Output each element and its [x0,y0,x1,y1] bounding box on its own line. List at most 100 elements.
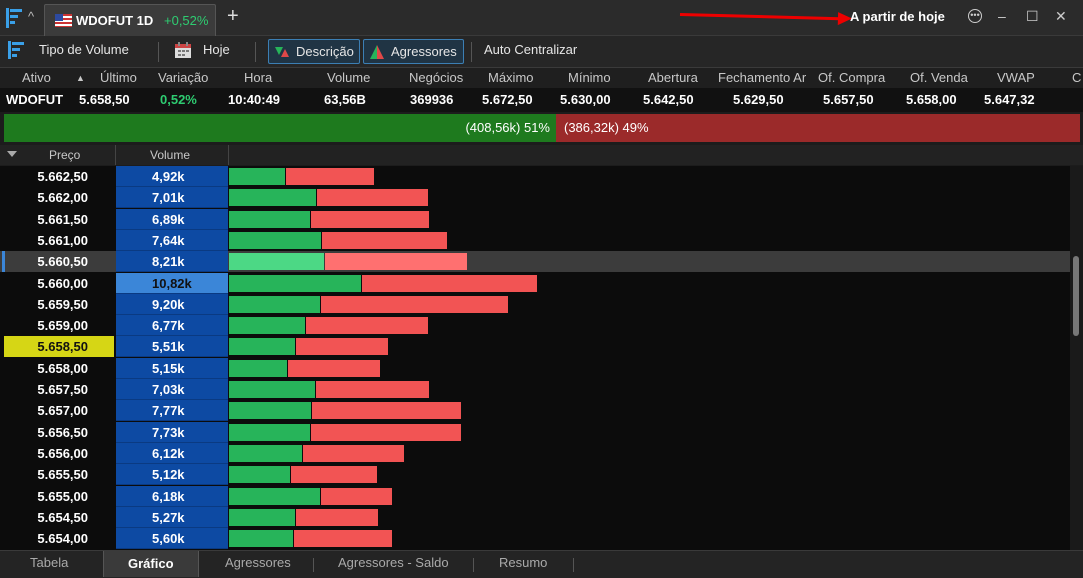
add-tab-icon[interactable]: + [227,5,239,27]
volume-cell: 5,51k [116,336,228,358]
price-row[interactable]: 5.660,00 10,82k [0,272,1070,294]
quote-volume: 63,56B [324,92,366,107]
sell-volume-bar [296,508,378,526]
aggressor-buy-label: (408,56k) 51% [465,120,550,135]
range-label[interactable]: A partir de hoje [850,9,945,24]
price-row[interactable]: 5.654,50 5,27k [0,506,1070,528]
aggressors-icon [370,45,384,59]
close-icon[interactable]: ✕ [1055,8,1067,24]
sell-volume-bar [317,189,428,207]
aggressor-summary-bar: (408,56k) 51% (386,32k) 49% [4,114,1080,142]
quote-row[interactable]: WDOFUT 5.658,50 0,52% 10:40:49 63,56B 36… [0,88,1083,112]
price-row[interactable]: 5.655,50 5,12k [0,464,1070,486]
price-row[interactable]: 5.658,00 5,15k [0,357,1070,379]
header-volume[interactable]: Volume [327,70,371,85]
col-divider[interactable] [115,145,116,165]
maximize-icon[interactable]: ☐ [1026,8,1039,24]
volume-type-button[interactable]: Tipo de Volume [39,42,129,57]
price-cell: 5.656,50 [37,424,88,440]
sort-asc-icon[interactable]: ▲ [76,73,85,83]
volume-cell: 5,60k [116,528,228,550]
description-icon [275,47,289,57]
buy-volume-bar [229,338,295,356]
more-options-icon[interactable]: ••• [968,9,982,23]
header-more[interactable]: C [1072,70,1082,85]
price-row[interactable]: 5.654,00 5,60k [0,528,1070,550]
price-row[interactable]: 5.661,50 6,89k [0,208,1070,230]
header-ativo[interactable]: Ativo [22,70,51,85]
buy-volume-bar [229,274,361,292]
header-ultimo[interactable]: Último [100,70,137,85]
auto-center-button[interactable]: Auto Centralizar [484,42,578,57]
volume-cell: 6,89k [116,208,228,230]
tab-agressores[interactable]: Agressores [225,555,291,570]
volume-cell: 6,12k [116,442,228,464]
tab-divider [313,558,314,572]
buy-volume-bar [229,402,311,420]
price-row[interactable]: 5.659,00 6,77k [0,315,1070,337]
header-fechamento[interactable]: Fechamento Ar [718,70,807,85]
price-row[interactable]: 5.662,00 7,01k [0,187,1070,209]
price-row[interactable]: 5.661,00 7,64k [0,229,1070,251]
header-maximo[interactable]: Máximo [488,70,534,85]
col-header-price[interactable]: Preço [49,148,81,162]
price-cell: 5.655,00 [37,488,88,504]
header-of-compra[interactable]: Of. Compra [818,70,886,85]
tab-wdofut[interactable]: WDOFUT 1D +0,52% [44,4,216,36]
volume-cell: 10,82k [116,272,228,294]
col-header-volume[interactable]: Volume [150,148,191,162]
calendar-icon [175,42,191,58]
price-row[interactable]: 5.657,50 7,03k [0,379,1070,400]
price-row[interactable]: 5.659,50 9,20k [0,293,1070,315]
buy-volume-bar [229,231,321,249]
price-cell: 5.660,00 [37,275,88,291]
price-row[interactable]: 5.656,50 7,73k [0,421,1070,443]
header-hora[interactable]: Hora [244,70,273,85]
vertical-scrollbar[interactable] [1070,166,1083,550]
scrollbar-thumb[interactable] [1073,256,1079,336]
sell-volume-bar [294,530,392,548]
aggressors-toggle[interactable]: Agressores [363,39,464,64]
price-row[interactable]: 5.662,50 4,92k [0,166,1070,187]
tab-agressores-saldo[interactable]: Agressores - Saldo [338,555,449,570]
quote-minimo: 5.630,00 [560,92,611,107]
quote-abertura: 5.642,50 [643,92,694,107]
today-button[interactable]: Hoje [203,42,230,57]
header-vwap[interactable]: VWAP [997,70,1035,85]
buy-volume-bar [229,423,310,441]
price-row[interactable]: 5.658,50 5,51k [0,336,1070,358]
price-row[interactable]: 5.656,00 6,12k [0,442,1070,464]
volume-profile-grid[interactable]: 5.662,50 4,92k 5.662,00 7,01k 5.661,50 6,89k 5… [0,166,1070,550]
header-of-venda[interactable]: Of. Venda [910,70,968,85]
row-selection-marker [2,251,5,273]
volume-cell: 6,77k [116,315,228,337]
quote-fechamento: 5.629,50 [733,92,784,107]
app-logo-icon[interactable] [6,8,24,28]
header-variacao[interactable]: Variação [158,70,209,85]
price-row[interactable]: 5.657,00 7,77k [0,400,1070,422]
tab-grafico[interactable]: Gráfico [103,551,199,577]
minimize-icon[interactable]: – [998,8,1006,24]
description-toggle[interactable]: Descrição [268,39,360,64]
tab-tabela[interactable]: Tabela [30,555,69,570]
col-divider[interactable] [228,145,229,165]
volume-cell: 9,20k [116,293,228,315]
price-cell: 5.654,00 [37,531,88,547]
header-abertura[interactable]: Abertura [648,70,698,85]
chevron-up-icon[interactable]: ^ [28,9,35,24]
header-minimo[interactable]: Mínimo [568,70,611,85]
toolbar-divider [471,42,472,62]
sell-volume-bar [321,487,392,505]
price-cell: 5.658,00 [37,360,88,376]
quote-variacao: 0,52% [160,92,197,107]
buy-volume-bar [229,466,290,484]
sort-desc-icon[interactable] [7,151,17,157]
tab-resumo[interactable]: Resumo [499,555,548,570]
header-negocios[interactable]: Negócios [409,70,464,85]
volume-cell: 7,77k [116,400,228,422]
tab-divider [473,558,474,572]
price-cell: 5.662,50 [37,169,88,184]
quote-ativo: WDOFUT [6,92,64,107]
price-row[interactable]: 5.655,00 6,18k [0,485,1070,507]
price-row[interactable]: 5.660,50 8,21k [0,251,1070,273]
